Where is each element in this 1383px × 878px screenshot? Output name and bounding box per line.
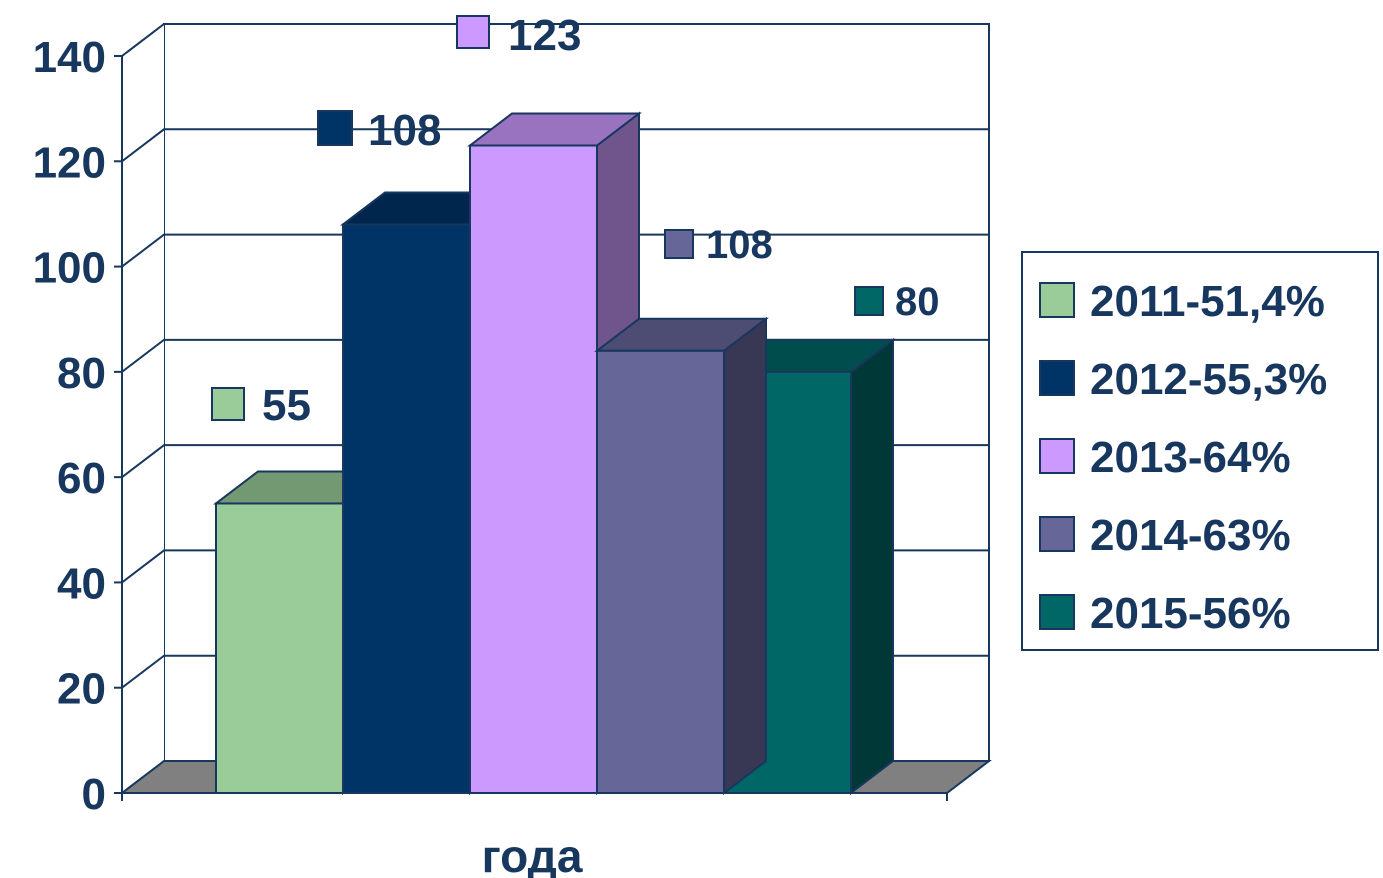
legend-item: 2015-56% xyxy=(1039,589,1291,638)
gridline xyxy=(121,233,989,268)
y-axis: 0 20 40 60 80 100 120 140 xyxy=(33,33,948,819)
legend-label: 2013-64% xyxy=(1090,433,1291,482)
bar-2014-63% xyxy=(594,316,769,796)
data-label: 108 xyxy=(368,106,441,155)
data-label-group: 55 xyxy=(211,381,311,430)
legend-label: 2012-55,3% xyxy=(1090,355,1327,404)
data-label-key xyxy=(664,229,694,259)
bar-front xyxy=(596,349,725,794)
y-tick-label: 20 xyxy=(57,665,106,714)
legend-item: 2012-55,3% xyxy=(1039,355,1327,404)
data-label-key xyxy=(456,15,490,49)
gridline xyxy=(121,128,989,163)
legend: 2011-51,4% 2012-55,3% 2013-64% 2014-63% 2015… xyxy=(1021,251,1379,651)
x-axis-title: года xyxy=(482,830,583,878)
data-label-key xyxy=(317,110,353,146)
bar-side xyxy=(850,337,894,796)
data-label: 123 xyxy=(508,11,581,60)
y-tick-label: 40 xyxy=(57,559,106,608)
legend-label: 2014-63% xyxy=(1090,511,1291,560)
legend-swatch xyxy=(1039,594,1075,630)
data-label: 80 xyxy=(895,280,940,324)
bar-front xyxy=(342,223,471,794)
y-tick-label: 140 xyxy=(33,33,106,82)
y-tick-label: 0 xyxy=(82,770,106,819)
data-label: 108 xyxy=(706,223,773,267)
bar-front xyxy=(469,144,598,794)
data-labels: 55 108 123 108 80 xyxy=(211,11,940,430)
bar-front xyxy=(215,502,344,794)
y-tick-label: 80 xyxy=(57,349,106,398)
legend-swatch xyxy=(1039,516,1075,552)
legend-swatch xyxy=(1039,282,1075,318)
data-label-group: 123 xyxy=(456,11,581,60)
legend-label: 2015-56% xyxy=(1090,589,1291,638)
gridline xyxy=(121,23,989,57)
data-label-group: 80 xyxy=(854,280,940,324)
bar-side xyxy=(723,316,767,796)
bars xyxy=(213,111,896,796)
side-wall xyxy=(122,24,164,793)
data-label: 55 xyxy=(262,381,311,430)
legend-item: 2013-64% xyxy=(1039,433,1291,482)
legend-swatch xyxy=(1039,360,1075,396)
data-label-group: 108 xyxy=(664,223,773,267)
y-tick-label: 100 xyxy=(33,244,106,293)
y-tick-label: 120 xyxy=(33,138,106,187)
legend-swatch xyxy=(1039,438,1075,474)
data-label-key xyxy=(211,387,245,421)
data-label-group: 108 xyxy=(317,106,441,155)
legend-item: 2014-63% xyxy=(1039,511,1291,560)
data-label-key xyxy=(854,286,884,316)
legend-item: 2011-51,4% xyxy=(1039,277,1325,326)
legend-box xyxy=(1021,251,1379,651)
legend-label: 2011-51,4% xyxy=(1090,277,1325,326)
y-tick-label: 60 xyxy=(57,454,106,503)
